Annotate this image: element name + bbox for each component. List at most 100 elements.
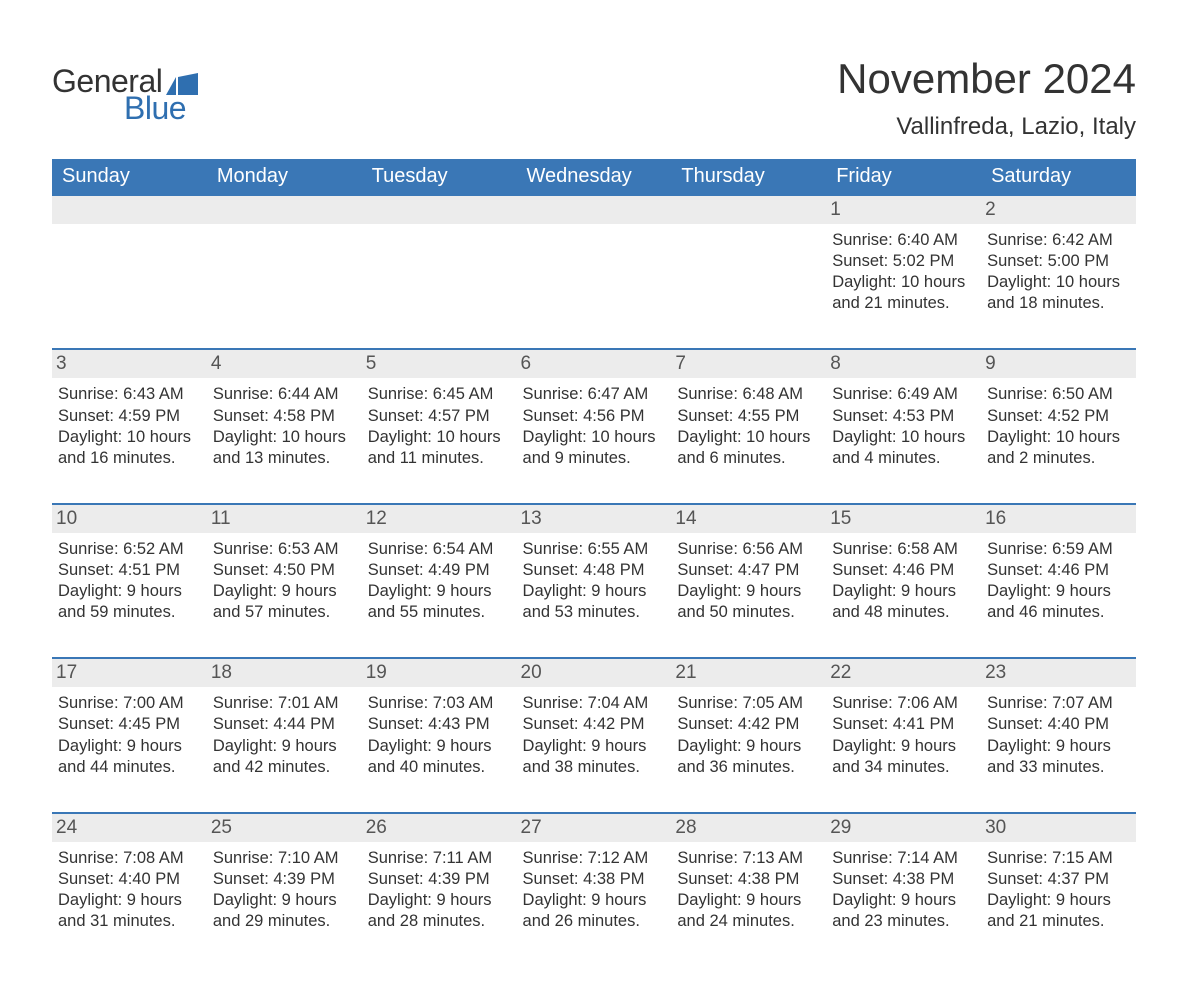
weekday-header: Wednesday (517, 159, 672, 196)
day-cell (362, 196, 517, 348)
daylight-line-1: Daylight: 9 hours (368, 736, 511, 757)
day-cell: 26Sunrise: 7:11 AMSunset: 4:39 PMDayligh… (362, 812, 517, 966)
logo-word-blue: Blue (124, 90, 186, 127)
day-cell: 27Sunrise: 7:12 AMSunset: 4:38 PMDayligh… (517, 812, 672, 966)
daylight-line-2: and 16 minutes. (58, 448, 201, 469)
title-block: November 2024 Vallinfreda, Lazio, Italy (837, 55, 1136, 141)
day-cell: 7 Sunrise: 6:48 AMSunset: 4:55 PMDaylight… (671, 348, 826, 502)
day-number: 24 (52, 812, 207, 842)
month-title: November 2024 (837, 55, 1136, 103)
day-number: 23 (981, 657, 1136, 687)
daylight-line-2: and 48 minutes. (832, 602, 975, 623)
sunset-line: Sunset: 4:59 PM (58, 406, 201, 427)
daylight-line-2: and 38 minutes. (523, 757, 666, 778)
day-cell (517, 196, 672, 348)
daylight-line-1: Daylight: 10 hours (523, 427, 666, 448)
sunrise-line: Sunrise: 7:00 AM (58, 693, 201, 714)
daylight-line-1: Daylight: 9 hours (987, 581, 1130, 602)
sunset-line: Sunset: 4:49 PM (368, 560, 511, 581)
sunset-line: Sunset: 4:48 PM (523, 560, 666, 581)
day-number: 2 (981, 196, 1136, 224)
sunrise-line: Sunrise: 7:06 AM (832, 693, 975, 714)
daylight-line-1: Daylight: 9 hours (58, 581, 201, 602)
daylight-line-1: Daylight: 9 hours (987, 890, 1130, 911)
sunrise-line: Sunrise: 6:44 AM (213, 384, 356, 405)
day-number: 30 (981, 812, 1136, 842)
daylight-line-1: Daylight: 9 hours (213, 736, 356, 757)
sunset-line: Sunset: 4:38 PM (832, 869, 975, 890)
day-cell: 19 Sunrise: 7:03 AMSunset: 4:43 PMDayligh… (362, 657, 517, 811)
day-cell: 17Sunrise: 7:00 AMSunset: 4:45 PMDayligh… (52, 657, 207, 811)
logo: General Blue (52, 63, 198, 127)
daylight-line-1: Daylight: 10 hours (368, 427, 511, 448)
sunset-line: Sunset: 4:50 PM (213, 560, 356, 581)
day-info: Sunrise: 6:43 AMSunset: 4:59 PMDaylight:… (58, 384, 201, 468)
day-cell (52, 196, 207, 348)
sunrise-line: Sunrise: 6:49 AM (832, 384, 975, 405)
sunrise-line: Sunrise: 6:40 AM (832, 230, 975, 251)
sunrise-line: Sunrise: 7:15 AM (987, 848, 1130, 869)
day-cell (671, 196, 826, 348)
sunrise-line: Sunrise: 7:11 AM (368, 848, 511, 869)
daylight-line-1: Daylight: 9 hours (368, 581, 511, 602)
day-number: 15 (826, 503, 981, 533)
daylight-line-2: and 11 minutes. (368, 448, 511, 469)
day-number: 25 (207, 812, 362, 842)
weekday-header: Friday (826, 159, 981, 196)
day-info: Sunrise: 7:04 AMSunset: 4:42 PMDaylight:… (523, 693, 666, 777)
day-number: 22 (826, 657, 981, 687)
day-info: Sunrise: 6:56 AMSunset: 4:47 PMDaylight:… (677, 539, 820, 623)
daylight-line-2: and 21 minutes. (987, 911, 1130, 932)
daylight-line-2: and 55 minutes. (368, 602, 511, 623)
sunset-line: Sunset: 4:56 PM (523, 406, 666, 427)
day-info: Sunrise: 7:10 AMSunset: 4:39 PMDaylight:… (213, 848, 356, 932)
day-number: 19 (362, 657, 517, 687)
day-info: Sunrise: 6:50 AMSunset: 4:52 PMDaylight:… (987, 384, 1130, 468)
sunset-line: Sunset: 4:40 PM (58, 869, 201, 890)
weekday-header: Thursday (671, 159, 826, 196)
sunset-line: Sunset: 5:00 PM (987, 251, 1130, 272)
sunrise-line: Sunrise: 6:54 AM (368, 539, 511, 560)
day-cell: 9Sunrise: 6:50 AMSunset: 4:52 PMDaylight… (981, 348, 1136, 502)
daylight-line-1: Daylight: 9 hours (523, 736, 666, 757)
daylight-line-1: Daylight: 9 hours (832, 736, 975, 757)
sunrise-line: Sunrise: 7:05 AM (677, 693, 820, 714)
daylight-line-2: and 6 minutes. (677, 448, 820, 469)
daylight-line-2: and 44 minutes. (58, 757, 201, 778)
calendar-table: SundayMondayTuesdayWednesdayThursdayFrid… (52, 159, 1136, 966)
calendar-body: 1Sunrise: 6:40 AMSunset: 5:02 PMDaylight… (52, 196, 1136, 966)
daylight-line-1: Daylight: 9 hours (677, 890, 820, 911)
sunrise-line: Sunrise: 6:58 AM (832, 539, 975, 560)
empty-day-band (362, 196, 517, 224)
sunset-line: Sunset: 4:39 PM (213, 869, 356, 890)
sunset-line: Sunset: 4:46 PM (832, 560, 975, 581)
sunset-line: Sunset: 4:51 PM (58, 560, 201, 581)
day-info: Sunrise: 6:55 AMSunset: 4:48 PMDaylight:… (523, 539, 666, 623)
day-cell: 22Sunrise: 7:06 AMSunset: 4:41 PMDayligh… (826, 657, 981, 811)
sunset-line: Sunset: 5:02 PM (832, 251, 975, 272)
daylight-line-2: and 31 minutes. (58, 911, 201, 932)
daylight-line-2: and 34 minutes. (832, 757, 975, 778)
sunrise-line: Sunrise: 7:12 AM (523, 848, 666, 869)
sunset-line: Sunset: 4:38 PM (677, 869, 820, 890)
sunset-line: Sunset: 4:39 PM (368, 869, 511, 890)
day-info: Sunrise: 7:03 AMSunset: 4:43 PMDaylight:… (368, 693, 511, 777)
day-cell: 8Sunrise: 6:49 AMSunset: 4:53 PMDaylight… (826, 348, 981, 502)
empty-day-band (207, 196, 362, 224)
weekday-header: Saturday (981, 159, 1136, 196)
daylight-line-1: Daylight: 10 hours (832, 272, 975, 293)
day-cell: 5Sunrise: 6:45 AMSunset: 4:57 PMDaylight… (362, 348, 517, 502)
day-cell: 14Sunrise: 6:56 AMSunset: 4:47 PMDayligh… (671, 503, 826, 657)
day-info: Sunrise: 6:48 AMSunset: 4:55 PMDaylight:… (677, 384, 820, 468)
day-number: 7 (671, 348, 826, 378)
daylight-line-1: Daylight: 9 hours (832, 890, 975, 911)
day-cell: 24Sunrise: 7:08 AMSunset: 4:40 PMDayligh… (52, 812, 207, 966)
day-info: Sunrise: 7:14 AMSunset: 4:38 PMDaylight:… (832, 848, 975, 932)
day-number: 28 (671, 812, 826, 842)
day-info: Sunrise: 6:49 AMSunset: 4:53 PMDaylight:… (832, 384, 975, 468)
page-header: General Blue November 2024 Vallinfreda, … (52, 55, 1136, 141)
day-number: 4 (207, 348, 362, 378)
location-subtitle: Vallinfreda, Lazio, Italy (837, 113, 1136, 141)
week-row: 3Sunrise: 6:43 AMSunset: 4:59 PMDaylight… (52, 348, 1136, 502)
day-cell: 2Sunrise: 6:42 AMSunset: 5:00 PMDaylight… (981, 196, 1136, 348)
